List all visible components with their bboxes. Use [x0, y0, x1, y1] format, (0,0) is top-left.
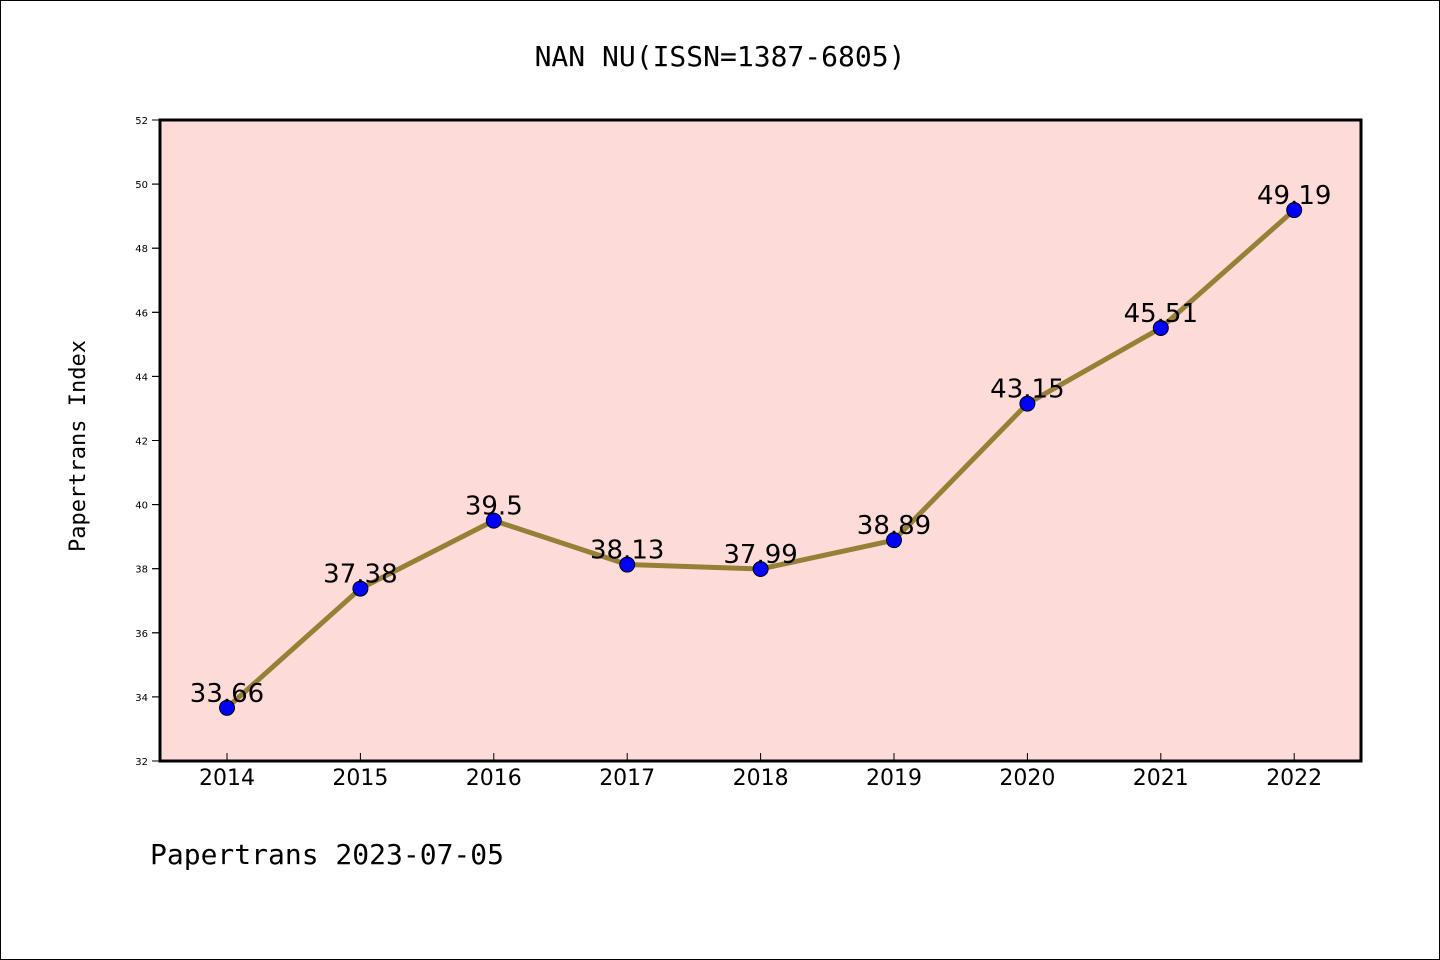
footer-text: Papertrans 2023-07-05 — [150, 838, 504, 871]
y-tick-label: 36 — [135, 629, 148, 640]
data-point — [352, 580, 369, 597]
y-tick-label: 52 — [135, 116, 148, 127]
data-label: 38.89 — [857, 511, 931, 541]
y-tick-label: 34 — [135, 693, 148, 704]
y-tick-label: 48 — [135, 244, 148, 255]
x-tick-label: 2022 — [1266, 766, 1322, 791]
y-tick-label: 46 — [135, 308, 148, 319]
data-point — [1286, 202, 1303, 219]
data-label: 37.99 — [723, 540, 797, 570]
data-point — [752, 561, 769, 578]
x-tick-label: 2017 — [599, 766, 655, 791]
y-tick-label: 50 — [135, 180, 148, 191]
data-point — [485, 512, 502, 529]
y-tick-label: 40 — [135, 501, 148, 512]
y-tick-label: 42 — [135, 437, 148, 448]
data-point — [1152, 320, 1169, 337]
data-point — [619, 556, 636, 573]
data-point — [219, 699, 235, 716]
x-tick-label: 2019 — [866, 766, 922, 791]
y-tick-label: 32 — [135, 757, 148, 768]
x-tick-label: 2016 — [466, 766, 522, 791]
data-label: 39.5 — [465, 492, 523, 522]
x-tick-label: 2015 — [332, 766, 388, 791]
y-tick-label: 44 — [135, 372, 148, 383]
y-axis-label: Papertrans Index — [66, 340, 91, 552]
x-tick-label: 2018 — [733, 766, 789, 791]
data-label: 49.19 — [1257, 181, 1331, 211]
plot-border — [158, 118, 1363, 763]
data-point — [886, 532, 902, 549]
data-label: 43.15 — [990, 375, 1064, 405]
data-label: 45.51 — [1124, 299, 1198, 329]
data-point — [1019, 395, 1036, 412]
data-label: 33.66 — [190, 679, 264, 709]
x-tick-label: 2020 — [999, 766, 1055, 791]
data-label: 37.38 — [323, 560, 397, 590]
data-label: 38.13 — [590, 536, 664, 566]
chart-title: NAN NU(ISSN=1387-6805) — [535, 40, 906, 73]
x-tick-label: 2021 — [1133, 766, 1189, 791]
plot-area — [160, 120, 1361, 761]
x-tick-label: 2014 — [199, 766, 255, 791]
y-tick-label: 38 — [135, 565, 148, 576]
